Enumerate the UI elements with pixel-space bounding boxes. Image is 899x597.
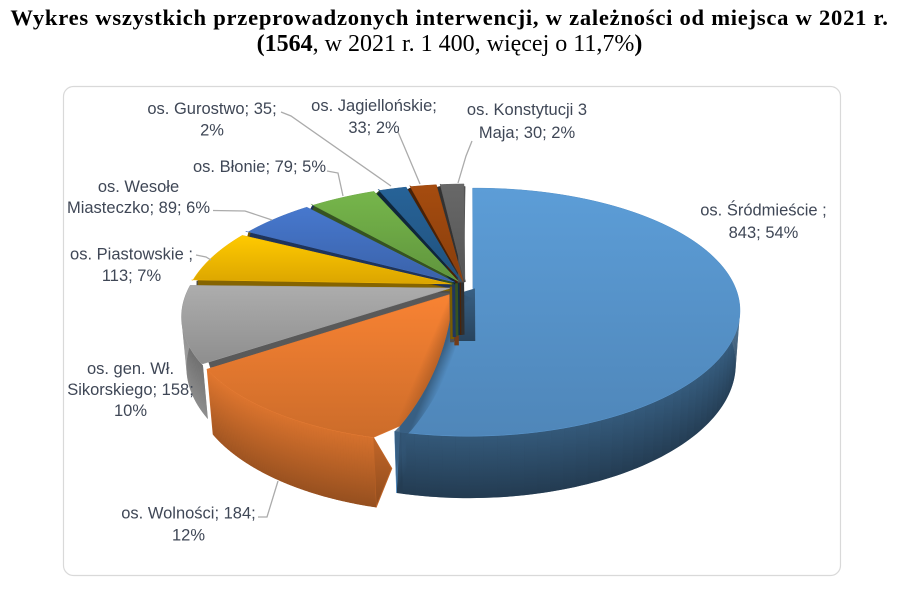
svg-text:os. Piastowskie ;: os. Piastowskie ; <box>70 246 193 264</box>
svg-text:os. Błonie; 79; 5%: os. Błonie; 79; 5% <box>193 158 326 176</box>
svg-text:os. Konstytucji 3: os. Konstytucji 3 <box>467 101 587 119</box>
svg-text:os. Jagiellońskie;: os. Jagiellońskie; <box>311 97 437 115</box>
svg-text:os. Gurostwo; 35;: os. Gurostwo; 35; <box>147 100 276 118</box>
svg-text:Miasteczko; 89; 6%: Miasteczko; 89; 6% <box>67 199 210 217</box>
svg-text:os. Śródmieście ;: os. Śródmieście ; <box>700 201 827 220</box>
svg-text:843; 54%: 843; 54% <box>729 224 799 242</box>
svg-text:os. Wesołe: os. Wesołe <box>98 178 179 196</box>
svg-text:2%: 2% <box>200 122 224 140</box>
svg-text:33; 2%: 33; 2% <box>348 119 400 137</box>
svg-text:12%: 12% <box>172 527 205 545</box>
svg-text:Sikorskiego; 158;: Sikorskiego; 158; <box>67 381 194 399</box>
svg-text:os. Wolności; 184;: os. Wolności; 184; <box>121 505 256 523</box>
svg-text:os. gen. Wł.: os. gen. Wł. <box>87 360 174 378</box>
svg-text:Maja; 30; 2%: Maja; 30; 2% <box>479 124 576 142</box>
svg-text:10%: 10% <box>114 402 147 420</box>
svg-text:113; 7%: 113; 7% <box>102 267 162 285</box>
